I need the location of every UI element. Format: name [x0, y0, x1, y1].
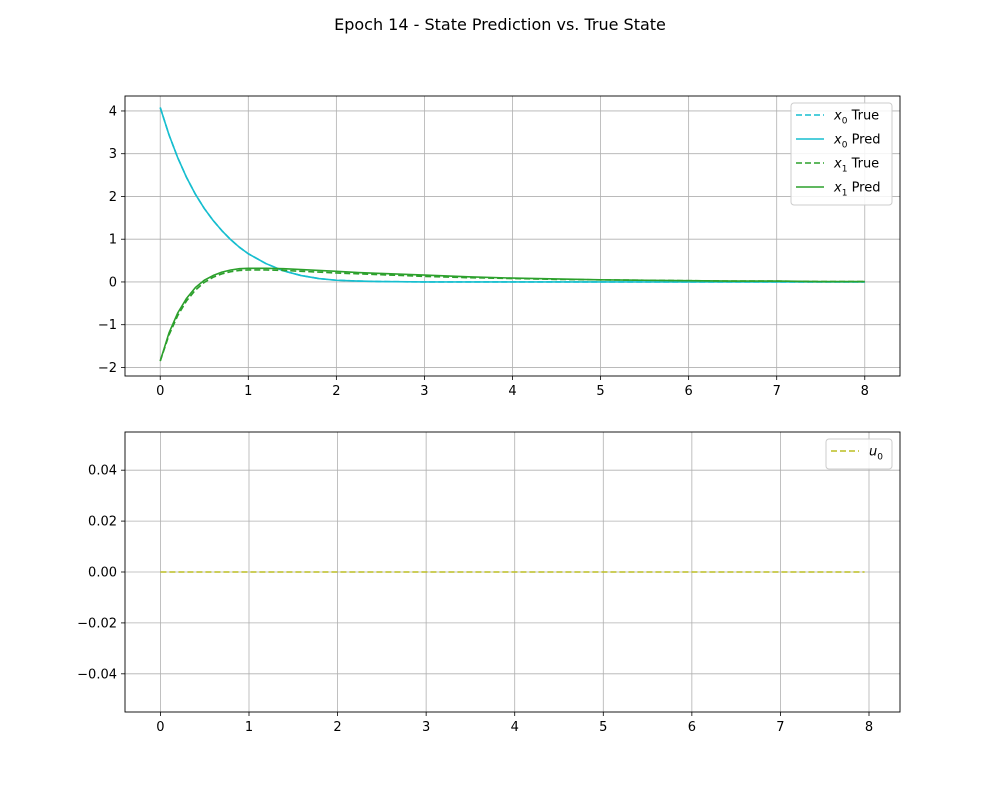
y-tick-label: 0.02 [88, 515, 117, 530]
x-tick-label: 6 [684, 384, 692, 399]
x-tick-label: 3 [422, 720, 430, 735]
y-tick-label: −0.04 [77, 667, 117, 682]
x-tick-label: 0 [156, 384, 164, 399]
y-tick-label: 0.00 [88, 566, 117, 581]
axes-frame [124, 95, 901, 377]
x-tick-label: 7 [773, 384, 781, 399]
legend-label: u0 [869, 445, 883, 463]
x-tick-label: 7 [776, 720, 784, 735]
legend-label: x1 True [833, 157, 879, 175]
legend-label: x1 Pred [833, 181, 881, 199]
x-tick-label: 4 [511, 720, 519, 735]
y-tick-label: 3 [109, 147, 117, 162]
x-tick-label: 5 [596, 384, 604, 399]
legend-frame [825, 438, 893, 470]
y-tick-label: 0 [109, 275, 117, 290]
x-tick-label: 1 [245, 720, 253, 735]
x-tick-label: 0 [156, 720, 164, 735]
control-axes: 0 1 2 3 4 5 6 7 8 −0.04 −0.02 0.00 0.02 0.04 u0 [77, 431, 901, 735]
y-tick-label: 0.04 [88, 464, 117, 479]
legend: u0 [825, 438, 893, 470]
x-tick-label: 4 [508, 384, 516, 399]
legend-frame [790, 102, 893, 206]
x-tick-label: 8 [861, 384, 869, 399]
series-line [159, 107, 865, 283]
legend-label: x0 True [833, 109, 879, 127]
legend: x0 True x0 Pred x1 True x1 Pred [790, 102, 893, 206]
figure-title: Epoch 14 - State Prediction vs. True Sta… [334, 15, 666, 34]
y-tick-label: 1 [109, 233, 117, 248]
x-tick-label: 2 [332, 384, 340, 399]
x-tick-label: 5 [599, 720, 607, 735]
series-line [159, 267, 865, 362]
y-tick-label: −0.02 [77, 616, 117, 631]
x-tick-label: 8 [865, 720, 873, 735]
x-tick-label: 6 [688, 720, 696, 735]
legend-label: x0 Pred [833, 133, 881, 151]
x-tick-label: 2 [333, 720, 341, 735]
y-tick-label: −1 [98, 318, 117, 333]
x-tick-label: 1 [244, 384, 252, 399]
y-tick-label: 4 [109, 104, 117, 119]
y-tick-label: 2 [109, 190, 117, 205]
axes-frame [124, 431, 901, 713]
x-tick-label: 3 [420, 384, 428, 399]
y-tick-label: −2 [98, 361, 117, 376]
